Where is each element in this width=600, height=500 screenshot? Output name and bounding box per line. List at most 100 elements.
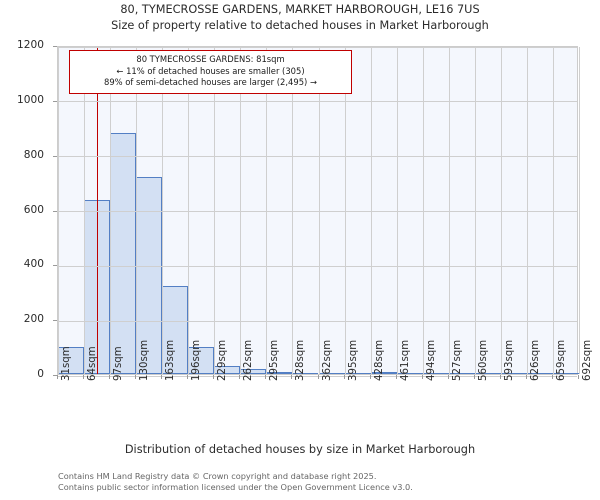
gridline-horizontal	[58, 211, 577, 212]
x-tick-mark	[213, 375, 215, 379]
gridline-vertical	[474, 47, 476, 374]
gridline-vertical	[448, 47, 450, 374]
bar-395sqm	[344, 373, 371, 374]
x-tick-label-659sqm: 659sqm	[555, 339, 567, 381]
gridline-vertical	[84, 47, 86, 374]
bar-362sqm	[318, 373, 345, 374]
x-tick-mark	[369, 375, 371, 379]
x-tick-label-64sqm: 64sqm	[87, 346, 99, 381]
x-tick-label-295sqm: 295sqm	[269, 339, 281, 381]
bar-527sqm	[448, 373, 475, 374]
gridline-vertical	[292, 47, 294, 374]
gridline-vertical	[344, 47, 346, 374]
gridline-vertical	[110, 47, 112, 374]
x-tick-label-163sqm: 163sqm	[165, 339, 177, 381]
x-tick-mark	[57, 375, 58, 379]
x-tick-label-97sqm: 97sqm	[113, 346, 125, 381]
x-tick-mark	[473, 375, 475, 379]
bar-593sqm	[500, 373, 527, 374]
y-tick-label-1000: 1000	[17, 93, 44, 106]
bar-163sqm	[162, 286, 189, 374]
gridline-vertical	[162, 47, 164, 374]
bar-97sqm	[110, 132, 137, 374]
gridline-vertical	[266, 47, 268, 374]
gridline-vertical	[396, 47, 398, 374]
bar-494sqm	[422, 373, 449, 374]
gridline-vertical	[500, 47, 502, 374]
x-tick-label-593sqm: 593sqm	[503, 339, 515, 381]
gridline-vertical	[370, 47, 372, 374]
y-tick-label-200: 200	[23, 313, 44, 326]
x-tick-mark	[421, 375, 423, 379]
x-tick-label-692sqm: 692sqm	[582, 339, 593, 381]
x-tick-label-395sqm: 395sqm	[347, 339, 359, 381]
y-axis: Number of detached properties 0200400600…	[0, 0, 83, 500]
x-tick-label-560sqm: 560sqm	[477, 339, 489, 381]
x-tick-label-461sqm: 461sqm	[399, 339, 411, 381]
y-tick-label-400: 400	[23, 258, 44, 271]
property-marker-line	[96, 47, 99, 374]
x-tick-label-626sqm: 626sqm	[529, 339, 541, 381]
y-tick-mark	[53, 100, 57, 102]
footer-line-2: Contains public sector information licen…	[58, 481, 413, 492]
footer-line-1: Contains HM Land Registry data © Crown c…	[58, 471, 377, 481]
x-tick-mark	[317, 375, 319, 379]
x-tick-mark	[578, 375, 579, 379]
bar-328sqm	[292, 373, 319, 374]
y-tick-mark	[53, 210, 57, 212]
y-tick-mark	[53, 155, 57, 157]
chart-title: 80, TYMECROSSE GARDENS, MARKET HARBOROUG…	[0, 2, 600, 34]
property-annotation-box: 80 TYMECROSSE GARDENS: 81sqm ← 11% of de…	[69, 50, 352, 94]
bar-626sqm	[526, 373, 553, 374]
y-tick-mark	[53, 375, 57, 376]
gridline-horizontal	[58, 320, 577, 322]
x-tick-label-130sqm: 130sqm	[139, 339, 151, 381]
gridline-vertical	[318, 47, 320, 374]
bar-461sqm	[396, 373, 423, 374]
gridline-vertical	[188, 47, 190, 374]
x-tick-label-229sqm: 229sqm	[217, 339, 229, 381]
bar-659sqm	[552, 373, 579, 374]
x-tick-mark	[395, 375, 397, 379]
gridline-vertical	[552, 47, 554, 374]
annotation-line-3: 89% of semi-detached houses are larger (…	[104, 77, 317, 87]
x-tick-mark	[135, 375, 137, 379]
x-tick-mark	[239, 375, 241, 379]
gridline-vertical	[579, 47, 580, 374]
x-tick-mark	[291, 375, 293, 379]
x-tick-mark	[447, 375, 449, 379]
gridline-horizontal	[58, 265, 577, 267]
gridline-vertical	[136, 47, 138, 374]
title-line-1: 80, TYMECROSSE GARDENS, MARKET HARBOROUG…	[120, 3, 480, 16]
x-tick-label-428sqm: 428sqm	[373, 339, 385, 381]
x-tick-mark	[161, 375, 163, 379]
gridline-vertical	[240, 47, 242, 374]
x-tick-label-494sqm: 494sqm	[425, 339, 437, 381]
x-tick-label-31sqm: 31sqm	[61, 346, 72, 381]
x-tick-mark	[525, 375, 527, 379]
title-line-2: Size of property relative to detached ho…	[111, 19, 489, 32]
x-tick-mark	[187, 375, 189, 379]
y-tick-label-1200: 1200	[17, 39, 44, 51]
gridline-vertical	[58, 47, 59, 374]
x-tick-label-527sqm: 527sqm	[451, 339, 463, 381]
plot-area	[57, 46, 580, 377]
y-tick-label-800: 800	[23, 148, 44, 161]
y-tick-label-600: 600	[23, 203, 44, 216]
x-tick-mark	[265, 375, 267, 379]
gridline-vertical	[214, 47, 216, 374]
gridline-vertical	[422, 47, 424, 374]
x-axis-label: Distribution of detached houses by size …	[124, 443, 476, 456]
x-tick-label-196sqm: 196sqm	[191, 339, 203, 381]
y-tick-label-0: 0	[37, 368, 44, 380]
y-tick-mark	[53, 46, 57, 47]
bar-560sqm	[474, 373, 501, 374]
x-tick-label-328sqm: 328sqm	[295, 339, 307, 381]
y-tick-mark	[53, 320, 57, 322]
gridline-horizontal	[58, 101, 577, 103]
annotation-line-2: ← 11% of detached houses are smaller (30…	[116, 65, 305, 76]
annotation-line-1: 80 TYMECROSSE GARDENS: 81sqm	[136, 54, 285, 64]
gridline-horizontal	[58, 156, 577, 158]
